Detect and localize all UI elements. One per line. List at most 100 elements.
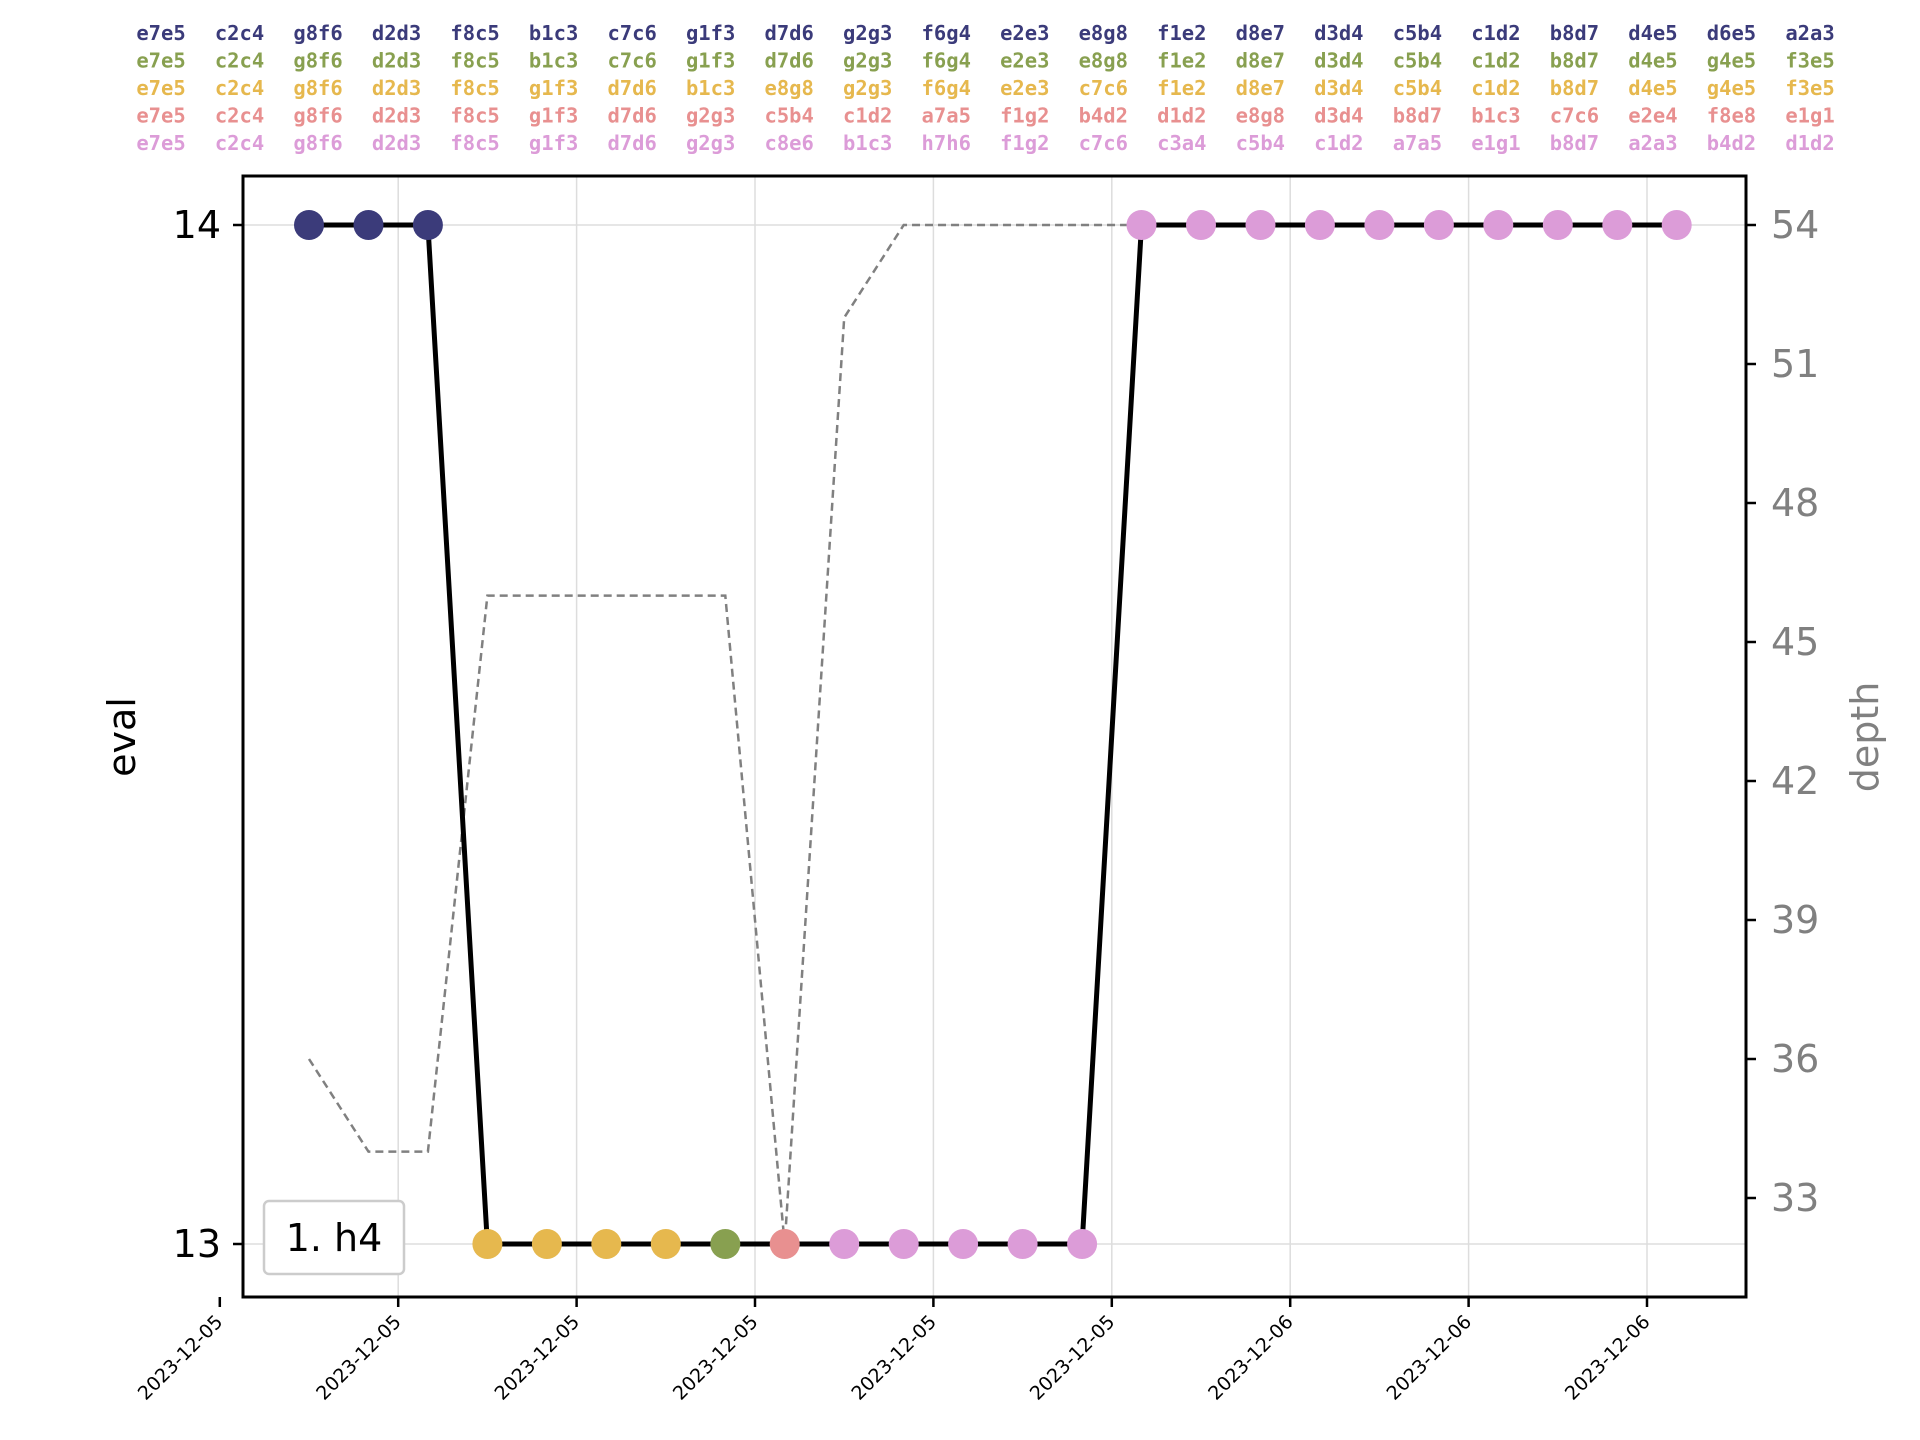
pv-move: g4e5 xyxy=(1707,76,1756,100)
x-tick-label: 2023-12-06 xyxy=(1382,1311,1476,1405)
pv-move: f6g4 xyxy=(922,76,971,100)
x-tick-label: 2023-12-05 xyxy=(312,1311,406,1405)
pv-move: d1d2 xyxy=(1157,104,1206,128)
eval-point xyxy=(472,1229,503,1259)
pv-move: d4e5 xyxy=(1628,76,1677,100)
pv-move: f1e2 xyxy=(1157,21,1206,45)
pv-move: g2g3 xyxy=(843,49,892,73)
y2-tick-label: 36 xyxy=(1771,1037,1819,1081)
legend-label: 1. h4 xyxy=(286,1216,383,1260)
y2-tick-label: 33 xyxy=(1771,1176,1819,1220)
pv-move: c1d2 xyxy=(1314,131,1363,155)
pv-move: b4d2 xyxy=(1707,131,1756,155)
eval-points xyxy=(294,210,1692,1259)
pv-move: c7c6 xyxy=(1079,76,1128,100)
y2-tick-label: 45 xyxy=(1771,620,1819,664)
pv-move: c7c6 xyxy=(1079,131,1128,155)
pv-move: e8g8 xyxy=(765,76,814,100)
eval-series xyxy=(309,222,1677,1247)
pv-move: g1f3 xyxy=(529,104,578,128)
pv-move: d8e7 xyxy=(1236,49,1285,73)
pv-move: c2c4 xyxy=(215,76,264,100)
eval-point xyxy=(1007,1229,1038,1259)
pv-move: e7e5 xyxy=(136,49,185,73)
pv-move: g8f6 xyxy=(293,76,342,100)
pv-move: f8c5 xyxy=(450,131,499,155)
pv-move: d3d4 xyxy=(1314,76,1363,100)
x-tick-label: 2023-12-05 xyxy=(669,1311,763,1405)
pv-move: b1c3 xyxy=(529,21,578,45)
eval-point xyxy=(1186,210,1216,240)
pv-move: d3d4 xyxy=(1314,104,1363,128)
pv-move: d3d4 xyxy=(1314,21,1363,45)
pv-move: g1f3 xyxy=(686,49,735,73)
x-tick-label: 2023-12-06 xyxy=(1561,1311,1655,1405)
eval-point xyxy=(1364,210,1395,240)
gridlines xyxy=(243,176,1746,1297)
pv-move: b1c3 xyxy=(529,49,578,73)
pv-move: b1c3 xyxy=(686,76,735,100)
pv-move: b4d2 xyxy=(1079,104,1128,128)
pv-move: f8c5 xyxy=(450,76,499,100)
y2-tick-label: 39 xyxy=(1771,898,1819,942)
pv-move: c2c4 xyxy=(215,49,264,73)
depth-series xyxy=(307,223,1677,1245)
eval-point xyxy=(531,1229,562,1259)
pv-move: e8g8 xyxy=(1236,104,1285,128)
pv-move: e7e5 xyxy=(136,104,185,128)
legend: 1. h4 xyxy=(262,1199,406,1276)
pv-move: d7d6 xyxy=(765,49,814,73)
pv-move: f3e5 xyxy=(1785,49,1834,73)
eval-point xyxy=(1245,210,1276,240)
depth-line xyxy=(307,223,1677,1245)
eval-point xyxy=(710,1229,741,1259)
pv-move: b8d7 xyxy=(1550,76,1599,100)
pv-move: d4e5 xyxy=(1628,21,1677,45)
eval-point xyxy=(1542,210,1573,240)
pv-move: c5b4 xyxy=(1393,21,1442,45)
eval-point xyxy=(1661,210,1692,240)
x-tick-label: 2023-12-05 xyxy=(134,1311,228,1405)
pv-move: e2e3 xyxy=(1000,76,1049,100)
eval-point xyxy=(353,210,384,240)
eval-point xyxy=(650,1229,681,1259)
pv-move: a2a3 xyxy=(1628,131,1677,155)
pv-move: h7h6 xyxy=(922,131,971,155)
legend-box xyxy=(262,1199,406,1276)
pv-move: g2g3 xyxy=(843,76,892,100)
pv-move: c1d2 xyxy=(1471,49,1520,73)
eval-point xyxy=(294,210,324,240)
y-axis-title: eval xyxy=(100,697,144,777)
pv-move: g8f6 xyxy=(293,21,342,45)
x-tick-label: 2023-12-05 xyxy=(1026,1311,1120,1405)
pv-move: g1f3 xyxy=(529,76,578,100)
pv-move: d7d6 xyxy=(765,21,814,45)
pv-move: g4e5 xyxy=(1707,49,1756,73)
eval-point xyxy=(888,1229,919,1259)
pv-move: d7d6 xyxy=(607,104,656,128)
eval-point xyxy=(591,1229,622,1259)
pv-move: d8e7 xyxy=(1236,76,1285,100)
eval-point xyxy=(769,1229,800,1259)
pv-move: e7e5 xyxy=(136,131,185,155)
pv-move: e1g1 xyxy=(1785,104,1834,128)
pv-move: a7a5 xyxy=(1393,131,1442,155)
principal-variation-lines: e7e5 c2c4 g8f6 d2d3 f8c5 b1c3 c7c6 g1f3 d7d6 g2g3… xyxy=(136,21,1834,155)
pv-move: e8g8 xyxy=(1079,21,1128,45)
y-tick-label: 14 xyxy=(173,203,221,247)
pv-move: g8f6 xyxy=(293,49,342,73)
pv-move: d8e7 xyxy=(1236,21,1285,45)
eval-point xyxy=(1067,1229,1098,1259)
pv-move: c1d2 xyxy=(1471,76,1520,100)
pv-move: f1g2 xyxy=(1000,131,1049,155)
pv-move: e2e4 xyxy=(1628,104,1677,128)
pv-move: b8d7 xyxy=(1550,49,1599,73)
y2-tick-label: 54 xyxy=(1771,203,1819,247)
pv-move: c5b4 xyxy=(1236,131,1285,155)
pv-move: g2g3 xyxy=(686,104,735,128)
pv-move: c1d2 xyxy=(843,104,892,128)
eval-point xyxy=(1423,210,1454,240)
x-tick-label: 2023-12-06 xyxy=(1204,1311,1298,1405)
pv-move: g1f3 xyxy=(686,21,735,45)
pv-move: d6e5 xyxy=(1707,21,1756,45)
